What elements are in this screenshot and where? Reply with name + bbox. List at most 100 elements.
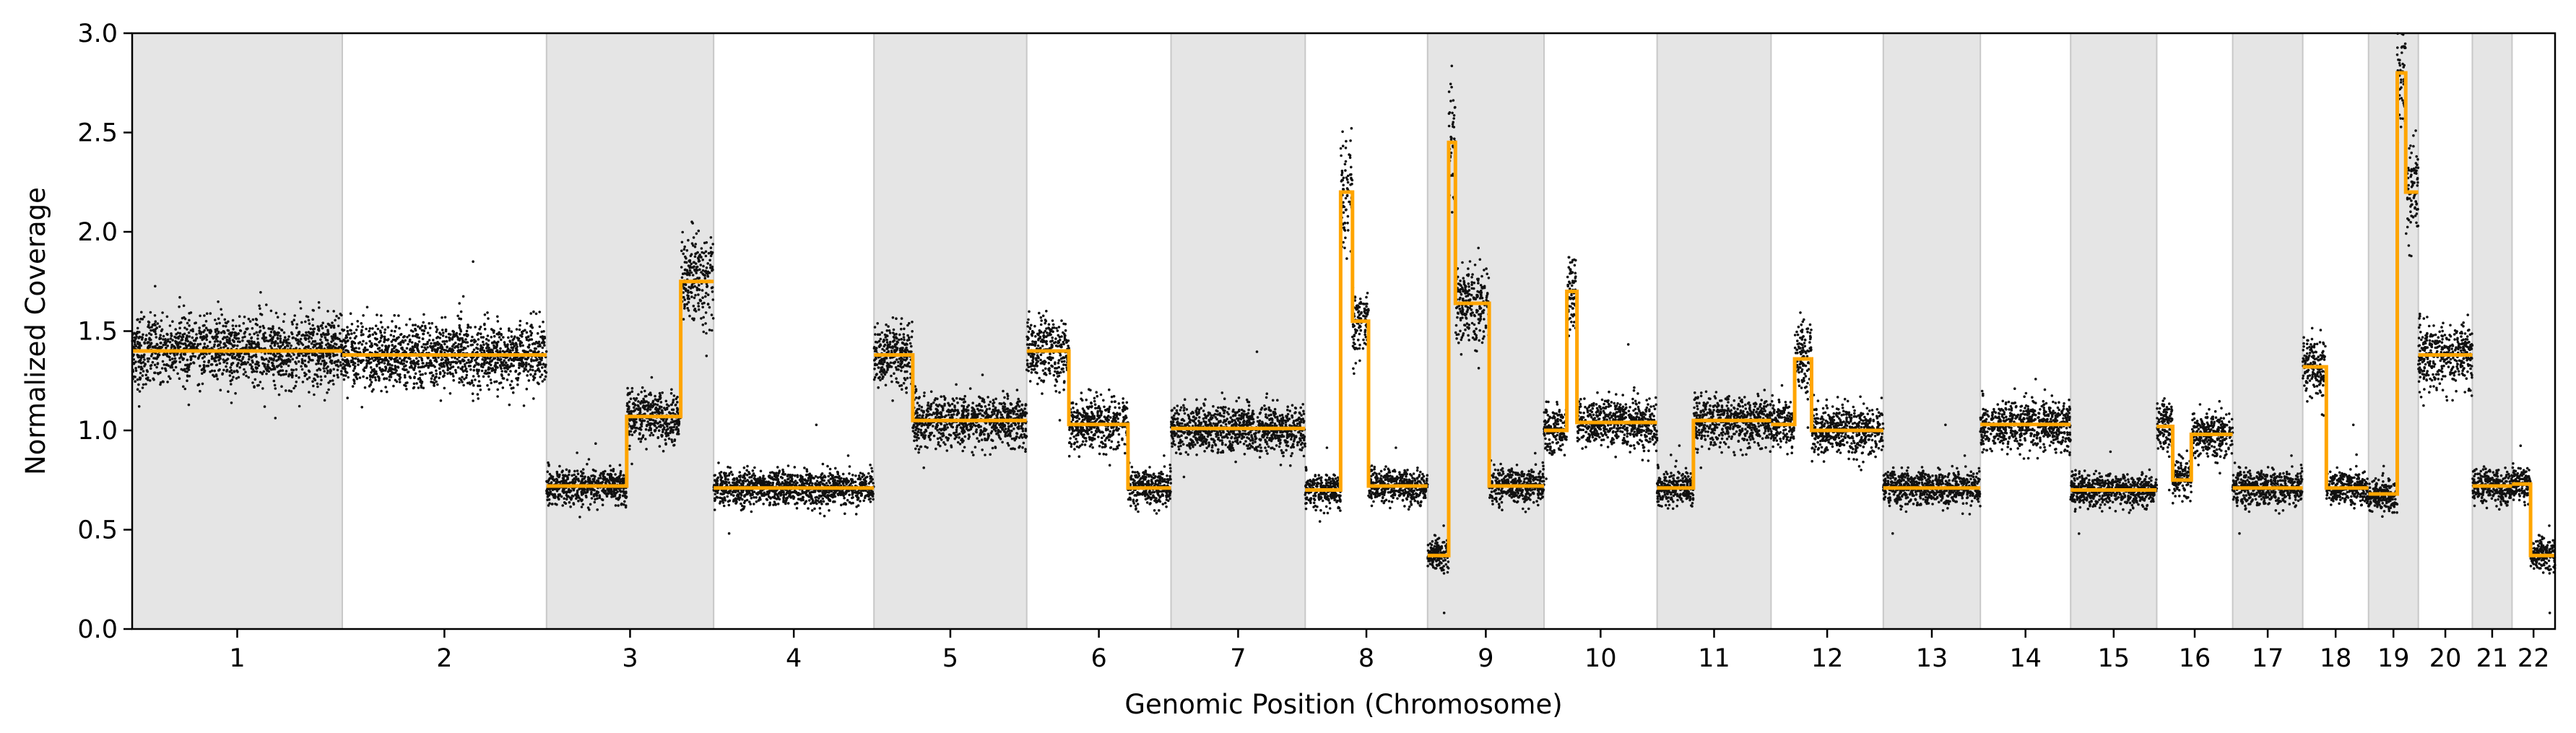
coverage-point (386, 370, 390, 373)
coverage-point (864, 480, 867, 483)
coverage-point (672, 425, 676, 429)
coverage-point (319, 383, 322, 386)
coverage-point (186, 375, 189, 378)
coverage-point (583, 490, 586, 493)
coverage-point (311, 359, 314, 362)
coverage-point (496, 361, 499, 365)
coverage-point (664, 442, 667, 445)
coverage-point (414, 329, 417, 332)
coverage-point (708, 329, 711, 331)
coverage-point (580, 482, 583, 485)
coverage-point (711, 317, 715, 320)
coverage-point (499, 327, 503, 331)
coverage-point (292, 318, 296, 322)
coverage-point (480, 369, 484, 373)
coverage-point (702, 316, 705, 319)
coverage-point (452, 378, 455, 382)
coverage-point (320, 324, 324, 327)
coverage-point (647, 401, 650, 404)
coverage-point (680, 276, 684, 279)
coverage-point (543, 378, 546, 381)
coverage-point (143, 365, 146, 368)
coverage-point (753, 474, 757, 477)
coverage-point (352, 369, 355, 373)
coverage-point (311, 380, 314, 383)
coverage-point (218, 343, 221, 347)
coverage-point (816, 499, 820, 503)
coverage-point (259, 370, 262, 374)
coverage-point (310, 342, 313, 345)
coverage-point (683, 305, 686, 308)
coverage-point (461, 337, 464, 340)
coverage-point (394, 365, 396, 368)
coverage-point (147, 357, 151, 360)
coverage-point (519, 319, 522, 323)
coverage-point (861, 472, 864, 475)
coverage-point (680, 240, 684, 244)
coverage-point (547, 504, 550, 507)
coverage-point (391, 364, 394, 367)
coverage-point (422, 349, 425, 352)
coverage-point (842, 477, 846, 481)
coverage-point (455, 331, 459, 335)
coverage-point (402, 357, 406, 361)
coverage-point (196, 357, 200, 360)
coverage-point (222, 353, 226, 356)
coverage-point (628, 419, 631, 422)
chromosome-band-13 (1882, 32, 1982, 630)
coverage-point (572, 503, 576, 506)
coverage-point (287, 354, 290, 357)
coverage-point (439, 345, 442, 348)
coverage-point (656, 407, 659, 411)
coverage-point (477, 397, 480, 400)
coverage-point (288, 359, 292, 362)
coverage-point (334, 318, 337, 322)
coverage-point (259, 291, 262, 294)
coverage-point (651, 401, 654, 404)
coverage-point (230, 342, 233, 345)
coverage-point (518, 328, 521, 331)
coverage-point (147, 378, 149, 381)
coverage-point (202, 335, 206, 338)
coverage-point (147, 324, 150, 326)
coverage-point (169, 377, 172, 380)
coverage-point (522, 404, 526, 407)
coverage-point (565, 498, 568, 501)
coverage-point (370, 368, 374, 372)
coverage-point (295, 368, 298, 371)
coverage-point (577, 499, 580, 503)
coverage-point (404, 381, 407, 385)
coverage-point (444, 328, 448, 331)
coverage-point (203, 324, 206, 327)
coverage-point (291, 357, 295, 361)
coverage-point (488, 357, 491, 360)
coverage-point (178, 326, 181, 330)
coverage-point (178, 305, 181, 308)
coverage-point (711, 268, 714, 272)
coverage-point (402, 368, 406, 371)
coverage-point (323, 363, 326, 365)
coverage-point (248, 341, 251, 344)
coverage-point (499, 347, 502, 350)
coverage-point (569, 505, 572, 508)
coverage-point (238, 355, 240, 359)
coverage-point (722, 504, 726, 508)
coverage-point (731, 481, 734, 485)
coverage-point (256, 334, 259, 337)
coverage-point (305, 331, 308, 334)
coverage-point (794, 503, 797, 506)
coverage-point (592, 495, 596, 498)
coverage-point (370, 381, 373, 383)
coverage-point (365, 327, 368, 331)
coverage-point (539, 376, 542, 378)
coverage-point (273, 344, 277, 347)
coverage-point (458, 317, 461, 321)
coverage-point (136, 318, 139, 321)
coverage-point (506, 343, 509, 347)
coverage-point (786, 477, 789, 481)
coverage-point (218, 362, 222, 365)
coverage-point (330, 324, 334, 328)
coverage-point (279, 373, 282, 377)
coverage-point (669, 403, 673, 407)
coverage-point (324, 325, 328, 329)
